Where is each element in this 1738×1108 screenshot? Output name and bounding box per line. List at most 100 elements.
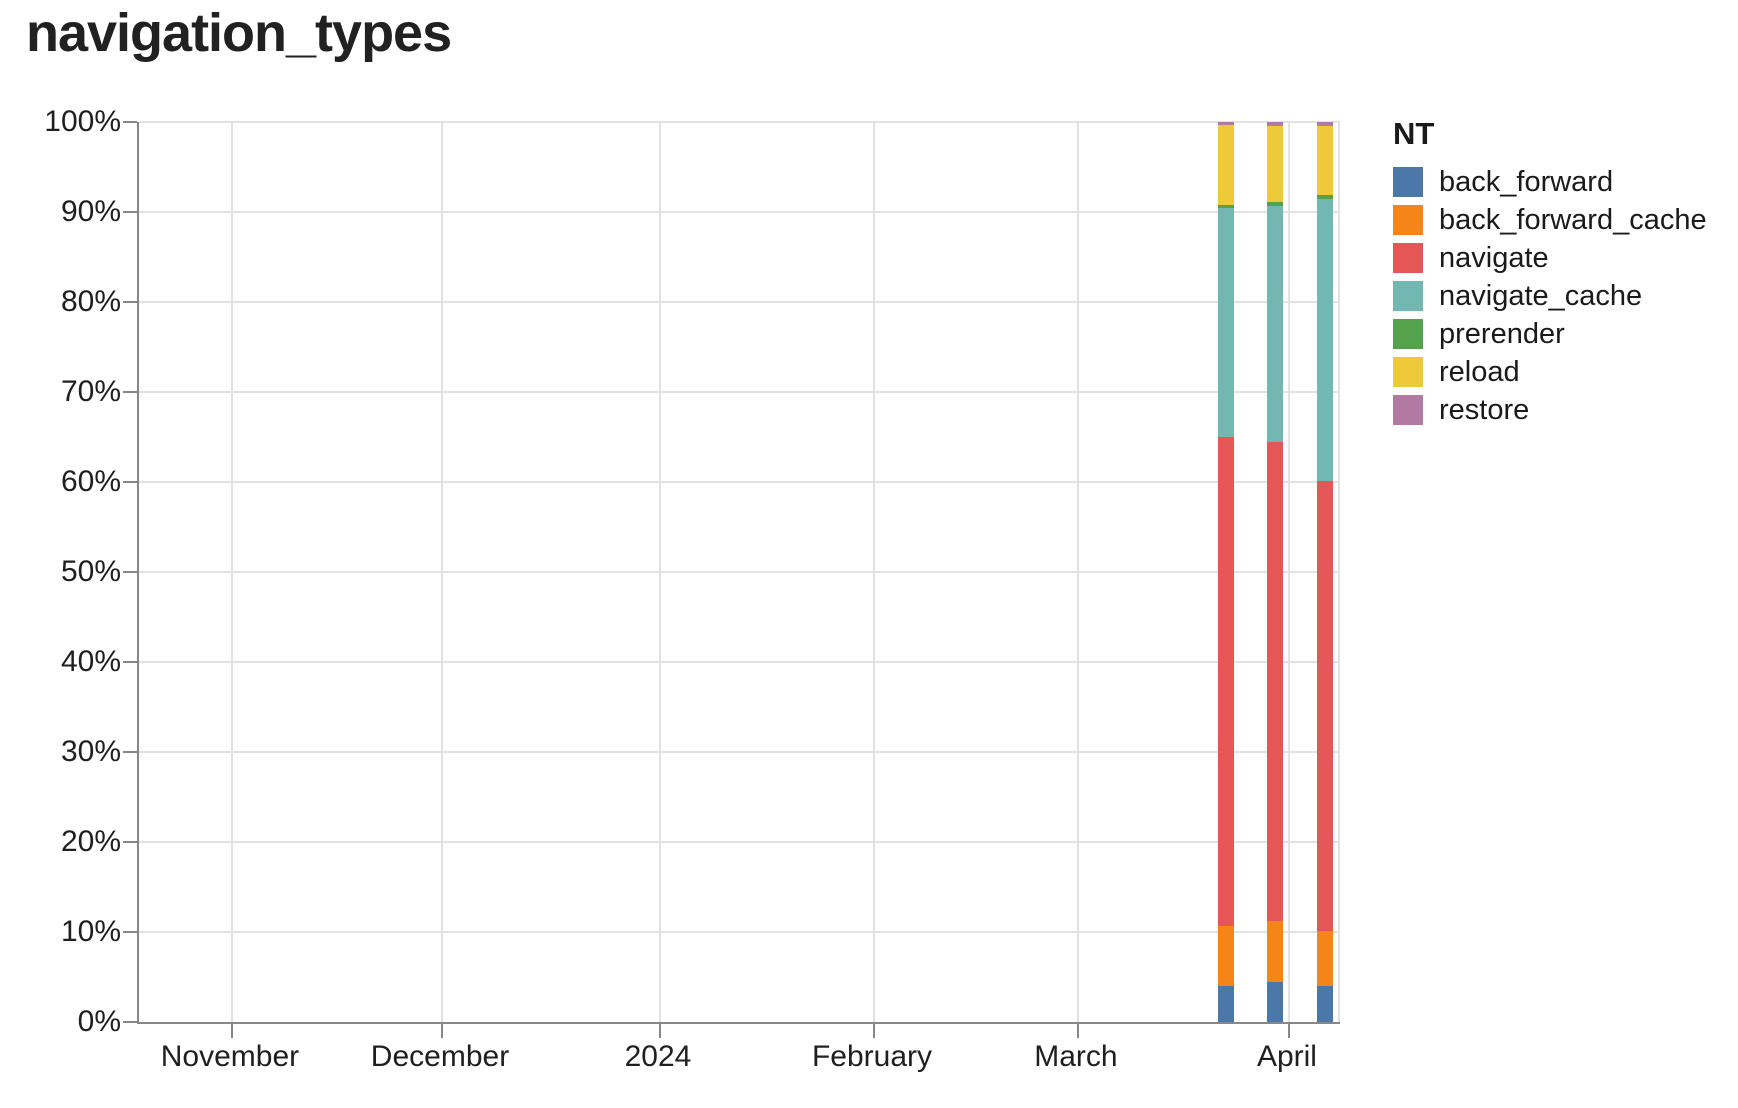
h-gridline: [139, 301, 1340, 303]
legend-title: NT: [1393, 116, 1435, 151]
bar-segment-navigate[interactable]: [1267, 441, 1284, 922]
legend-label: navigate_cache: [1439, 279, 1643, 312]
y-tick-mark: [123, 481, 137, 483]
bar-segment-back_forward[interactable]: [1218, 986, 1235, 1022]
stacked-bar: [1218, 122, 1235, 1022]
y-tick-label: 30%: [60, 735, 121, 768]
legend-label: back_forward_cache: [1439, 203, 1707, 236]
bar-segment-restore[interactable]: [1218, 122, 1235, 126]
y-tick-mark: [123, 301, 137, 303]
y-tick-label: 10%: [60, 915, 121, 948]
y-tick-mark: [123, 571, 137, 573]
legend-swatch-reload: [1393, 357, 1423, 387]
legend-item-reload: reload: [1393, 355, 1707, 388]
y-tick-mark: [123, 391, 137, 393]
y-tick-label: 100%: [44, 105, 121, 138]
y-tick-mark: [123, 661, 137, 663]
v-gridline: [658, 122, 661, 1022]
x-tick-mark: [1287, 1024, 1290, 1038]
y-tick-label: 80%: [60, 285, 121, 318]
h-gridline: [139, 211, 1340, 213]
y-tick-label: 60%: [60, 465, 121, 498]
bar-segment-navigate[interactable]: [1218, 437, 1235, 926]
stacked-bar: [1267, 122, 1284, 1022]
h-gridline: [139, 121, 1340, 123]
stacked-bar: [1316, 122, 1333, 1022]
h-gridline: [139, 571, 1340, 573]
legend-rows: back_forward back_forward_cache navigate na…: [1393, 165, 1707, 426]
bar-segment-prerender[interactable]: [1218, 205, 1235, 209]
y-tick-label: 20%: [60, 825, 121, 858]
legend-label: back_forward: [1439, 165, 1614, 198]
legend-label: reload: [1439, 355, 1520, 388]
bar-segment-reload[interactable]: [1218, 125, 1235, 206]
x-tick-label: March: [1034, 1040, 1118, 1073]
v-gridline: [1287, 122, 1290, 1022]
legend-swatch-navigate: [1393, 243, 1423, 273]
bar-segment-restore[interactable]: [1267, 122, 1284, 126]
plot-area: [123, 121, 1340, 1038]
x-tick-mark: [658, 1024, 661, 1038]
bar-segment-prerender[interactable]: [1267, 202, 1284, 206]
bar-segment-back_forward[interactable]: [1316, 986, 1333, 1022]
y-tick-label: 90%: [60, 195, 121, 228]
bar-segment-back_forward_cache[interactable]: [1218, 925, 1235, 986]
bar-segment-back_forward_cache[interactable]: [1267, 921, 1284, 983]
legend-item-navigate: navigate: [1393, 241, 1707, 274]
v-gridline: [230, 122, 233, 1022]
h-gridline: [139, 841, 1340, 843]
x-tick-mark: [1076, 1024, 1079, 1038]
legend-swatch-navigate_cache: [1393, 281, 1423, 311]
legend-item-navigate_cache: navigate_cache: [1393, 279, 1707, 312]
legend-swatch-back_forward: [1393, 167, 1423, 197]
legend-label: navigate: [1439, 241, 1549, 274]
bar-segment-restore[interactable]: [1316, 122, 1333, 126]
bar-segment-back_forward[interactable]: [1267, 982, 1284, 1022]
bar-segment-prerender[interactable]: [1316, 194, 1333, 199]
x-tick-label: November: [160, 1040, 300, 1073]
legend-label: restore: [1439, 393, 1530, 426]
y-tick-mark: [123, 751, 137, 753]
bar-segment-navigate_cache[interactable]: [1218, 208, 1235, 438]
h-gridline: [139, 391, 1340, 393]
x-tick-label: February: [811, 1040, 933, 1073]
legend-item-restore: restore: [1393, 393, 1707, 426]
y-tick-label: 50%: [60, 555, 121, 588]
v-gridline: [1076, 122, 1079, 1022]
legend-item-back_forward_cache: back_forward_cache: [1393, 203, 1707, 236]
plot-right-border: [1338, 122, 1340, 1022]
legend-swatch-restore: [1393, 395, 1423, 425]
y-tick-mark: [123, 931, 137, 933]
bar-segment-navigate_cache[interactable]: [1267, 205, 1284, 442]
bar-segment-back_forward_cache[interactable]: [1316, 931, 1333, 986]
legend-swatch-prerender: [1393, 319, 1423, 349]
bar-segment-reload[interactable]: [1267, 125, 1284, 203]
h-gridline: [139, 751, 1340, 753]
h-gridline: [139, 661, 1340, 663]
bar-segment-reload[interactable]: [1316, 125, 1333, 195]
x-tick-mark: [873, 1024, 875, 1038]
x-tick-mark: [441, 1024, 443, 1038]
y-tick-label: 70%: [60, 375, 121, 408]
bar-segment-navigate_cache[interactable]: [1316, 198, 1333, 482]
legend-item-back_forward: back_forward: [1393, 165, 1707, 198]
legend-item-prerender: prerender: [1393, 317, 1707, 350]
x-tick-label: 2024: [624, 1040, 692, 1073]
bar-segment-navigate[interactable]: [1316, 481, 1333, 932]
chart-title: navigation_types: [26, 3, 452, 63]
v-gridline: [441, 122, 443, 1022]
y-tick-mark: [123, 121, 137, 123]
h-gridline: [139, 481, 1340, 483]
y-tick-mark: [123, 211, 137, 213]
x-tick-label: December: [370, 1040, 510, 1073]
y-tick-label: 40%: [60, 645, 121, 678]
legend-label: prerender: [1439, 317, 1565, 350]
y-tick-label: 0%: [77, 1005, 121, 1038]
v-gridline: [873, 122, 875, 1022]
legend-swatch-back_forward_cache: [1393, 205, 1423, 235]
x-tick-label: April: [1256, 1040, 1317, 1073]
x-tick-mark: [230, 1024, 233, 1038]
h-gridline: [139, 931, 1340, 933]
